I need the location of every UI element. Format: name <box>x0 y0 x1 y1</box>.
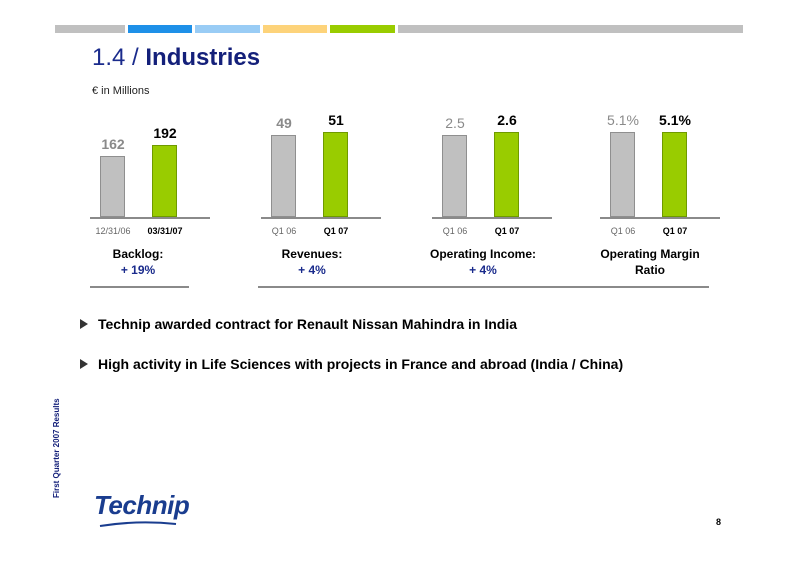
chart-operating-margin: 5.1% 5.1% Q1 06 Q1 07 <box>600 105 720 240</box>
caption-title: Revenues: <box>281 247 343 261</box>
caption-title: Backlog: <box>112 247 164 261</box>
page-number: 8 <box>716 517 722 527</box>
units-label: € in Millions <box>92 85 150 97</box>
axis-line <box>90 217 210 219</box>
header-bar-segment <box>398 25 743 33</box>
axis-line <box>600 217 720 219</box>
category-label: 03/31/07 <box>147 226 183 236</box>
technip-logo: Technip <box>94 490 190 520</box>
value-label: 162 <box>101 136 125 153</box>
category-label: Q1 07 <box>662 226 688 236</box>
bar <box>100 156 125 217</box>
bullet-arrow-icon <box>80 319 88 330</box>
chart-revenues: 49 51 Q1 06 Q1 07 <box>261 105 381 240</box>
chart-backlog: 162 192 12/31/06 03/31/07 <box>90 105 210 240</box>
category-label: 12/31/06 <box>95 226 131 236</box>
bar <box>610 132 635 217</box>
caption-revenues: Revenues: + 4% <box>232 246 392 278</box>
caption-operating-margin: Operating Margin Ratio <box>570 246 730 278</box>
logo-swoosh-icon <box>99 521 177 527</box>
caption-title: Operating Margin <box>600 247 700 261</box>
category-label: Q1 07 <box>494 226 520 236</box>
value-label: 192 <box>153 125 177 141</box>
header-bar-segment <box>195 25 260 33</box>
bar <box>442 135 467 217</box>
chart-operating-income: 2.5 2.6 Q1 06 Q1 07 <box>432 105 552 240</box>
bullet-item: Technip awarded contract for Renault Nis… <box>80 316 517 332</box>
bar <box>152 145 177 217</box>
header-bar-segment <box>128 25 192 33</box>
header-bar-segment <box>55 25 125 33</box>
category-label: Q1 06 <box>442 226 468 236</box>
caption-backlog: Backlog: + 19% <box>58 246 218 278</box>
bar <box>662 132 687 217</box>
bar <box>271 135 296 217</box>
bar <box>494 132 519 217</box>
header-bar-segment <box>330 25 395 33</box>
value-label: 5.1% <box>659 112 691 128</box>
divider-backlog <box>90 286 189 288</box>
value-label: 2.6 <box>497 112 517 128</box>
caption-change: + 4% <box>298 263 326 277</box>
page-title: 1.4 / Industries <box>92 44 260 72</box>
header-bar-segment <box>263 25 327 33</box>
category-label: Q1 06 <box>610 226 636 236</box>
bullet-text: Technip awarded contract for Renault Nis… <box>98 316 518 332</box>
caption-title: Operating Income: <box>429 247 536 261</box>
caption-change: + 4% <box>469 263 497 277</box>
bullet-text: High activity in Life Sciences with proj… <box>98 356 624 372</box>
category-label: Q1 07 <box>323 226 349 236</box>
title-name: Industries <box>145 44 261 71</box>
value-label: 49 <box>276 115 292 132</box>
bar <box>323 132 348 217</box>
value-label: 5.1% <box>607 112 639 128</box>
caption-operating-income: Operating Income: + 4% <box>403 246 563 278</box>
side-caption: First Quarter 2007 Results <box>52 398 61 498</box>
value-label: 51 <box>328 112 344 128</box>
axis-line <box>261 217 381 219</box>
caption-title-line2: Ratio <box>635 263 665 277</box>
title-number: 1.4 / <box>92 44 139 71</box>
category-label: Q1 06 <box>271 226 297 236</box>
value-label: 2.5 <box>445 115 465 132</box>
caption-change: + 19% <box>120 263 156 277</box>
bullet-item: High activity in Life Sciences with proj… <box>80 356 623 372</box>
divider-results <box>258 286 709 288</box>
axis-line <box>432 217 552 219</box>
bullet-arrow-icon <box>80 359 88 370</box>
